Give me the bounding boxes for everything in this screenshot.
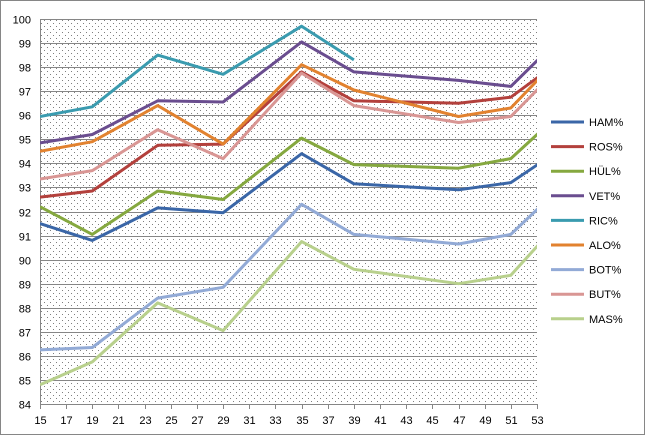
x-tick-label: 21 [112,415,124,427]
y-tick-label: 91 [19,232,31,244]
legend-item: BOT% [551,265,622,277]
legend-item: HAM% [551,117,623,129]
legend-label: MAS% [589,314,623,326]
x-tick-label: 35 [296,415,308,427]
legend-item: BUT% [551,289,621,301]
series-lines [40,24,537,387]
series-line-ham [40,152,537,242]
x-tick-label: 41 [374,415,386,427]
x-tick-label: 51 [505,415,517,427]
series-line-ric [40,24,355,118]
y-tick-label: 89 [19,280,31,292]
y-tick-label: 95 [19,135,31,147]
legend-item: MAS% [551,314,623,326]
y-tick-label: 93 [19,183,31,195]
y-tick-label: 98 [19,63,31,75]
y-tick-label: 84 [19,400,31,412]
x-tick-label: 25 [165,415,177,427]
y-tick-label: 100 [13,15,31,27]
y-tick-label: 88 [19,304,31,316]
legend-item: HÜL% [551,166,621,178]
tick-labels: 84 85 86 87 88 89 90 91 92 93 94 95 96 97 98 99 100 15 17 1… [13,15,544,428]
y-tick-label: 86 [19,352,31,364]
legend-item: ROS% [551,142,623,154]
series-line-bot [40,202,537,352]
x-tick-label: 45 [426,415,438,427]
y-tick-label: 92 [19,208,31,220]
legend-label: BUT% [589,289,621,301]
y-tick-label: 94 [19,159,31,171]
x-tick-label: 37 [322,415,334,427]
axes [40,19,538,409]
legend-label: VET% [589,191,620,203]
legend-label: ROS% [589,142,623,154]
x-tick-label: 47 [453,415,465,427]
x-tick-label: 17 [60,415,72,427]
y-tick-label: 87 [19,328,31,340]
x-tick-label: 15 [34,415,46,427]
legend-item: VET% [551,191,620,203]
series-line-vet [40,40,537,145]
series-line-alo [40,63,537,153]
x-tick-label: 49 [479,415,491,427]
legend-label: HÜL% [589,166,621,178]
x-tick-label: 33 [269,415,281,427]
y-tick-label: 96 [19,111,31,123]
series-line-but [40,71,537,181]
y-tick-label: 99 [19,39,31,51]
x-tick-label: 23 [139,415,151,427]
legend-label: BOT% [589,265,622,277]
legend-item: RIC% [551,215,618,227]
series-line-mas [40,240,537,387]
x-tick-label: 53 [531,415,543,427]
x-tick-label: 27 [191,415,203,427]
legend-item: ALO% [551,240,621,252]
y-tick-label: 97 [19,87,31,99]
x-tick-label: 29 [217,415,229,427]
y-tick-label: 90 [19,256,31,268]
legend-label: HAM% [589,117,623,129]
legend-label: ALO% [589,240,621,252]
x-tick-label: 31 [243,415,255,427]
y-tick-label: 85 [19,376,31,388]
legend: HAM% ROS% HÜL% VET% RIC% ALO% BOT% BUT% MAS% [551,117,623,326]
legend-label: RIC% [589,215,618,227]
x-tick-label: 39 [348,415,360,427]
x-tick-label: 19 [86,415,98,427]
x-tick-label: 43 [400,415,412,427]
series-line-hül [40,132,537,236]
